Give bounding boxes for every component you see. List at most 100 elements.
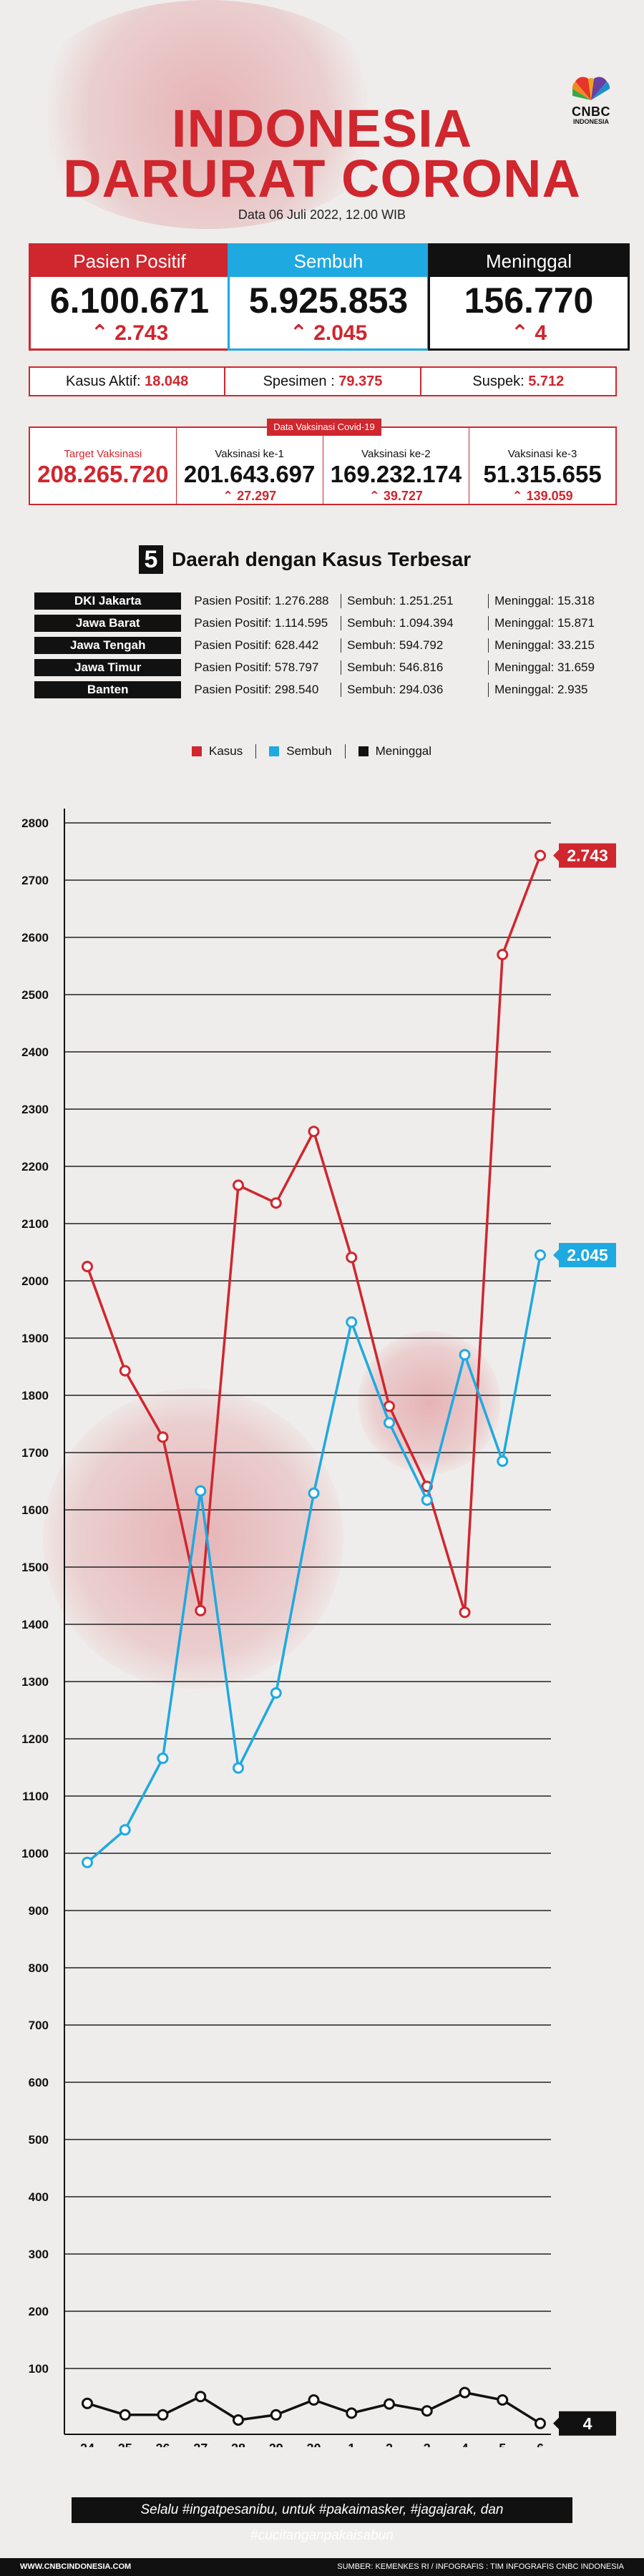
title-line-2: DARURAT CORONA bbox=[63, 149, 581, 208]
end-label-box bbox=[559, 2411, 616, 2436]
vaksinasi-value: 208.265.720 bbox=[37, 461, 169, 487]
legend-label: Sembuh bbox=[286, 744, 332, 758]
data-point-meninggal bbox=[119, 2409, 131, 2421]
data-point-kasus bbox=[82, 1261, 93, 1272]
data-point-kasus bbox=[233, 1179, 244, 1191]
x-tick-label: 26 bbox=[155, 2441, 170, 2447]
x-tick-label: 24 bbox=[80, 2441, 94, 2447]
end-label-box bbox=[559, 843, 616, 868]
x-tick-label: 29 bbox=[269, 2441, 283, 2447]
end-label-value: 4 bbox=[583, 2414, 592, 2433]
card-value: 6.100.671 bbox=[49, 280, 210, 321]
card-pasien-positif: Pasien Positif 6.100.671 ⌃ 2.743 bbox=[29, 243, 230, 351]
daerah-name: Banten bbox=[34, 681, 182, 698]
legend-swatch-black bbox=[358, 746, 369, 756]
data-point-sembuh bbox=[535, 1249, 546, 1261]
daerah-sembuh: Sembuh: 1.094.394 bbox=[341, 616, 489, 630]
card-meninggal: Meninggal 156.770 ⌃ 4 bbox=[428, 243, 630, 351]
card-label: Meninggal bbox=[430, 245, 628, 277]
legend-item-sembuh: Sembuh bbox=[269, 744, 332, 758]
daerah-positif: Pasien Positif: 298.540 bbox=[188, 683, 342, 697]
data-point-kasus bbox=[497, 949, 509, 960]
vaksinasi-label: Target Vaksinasi bbox=[64, 448, 142, 460]
logo-text: CNBC bbox=[572, 104, 610, 119]
suspek: Suspek: 5.712 bbox=[421, 368, 615, 395]
data-point-sembuh bbox=[233, 1762, 244, 1774]
daerah-name: Jawa Barat bbox=[34, 615, 182, 632]
peacock-logo-icon bbox=[572, 77, 610, 100]
y-tick-label: 1900 bbox=[21, 1332, 49, 1345]
card-delta: ⌃ 2.743 bbox=[90, 321, 169, 345]
card-value: 5.925.853 bbox=[248, 280, 409, 321]
kasus-aktif: Kasus Aktif: 18.048 bbox=[30, 368, 226, 395]
data-point-sembuh bbox=[157, 1752, 169, 1765]
x-tick-label: 4 bbox=[461, 2441, 468, 2447]
data-point-sembuh bbox=[384, 1417, 395, 1429]
y-tick-label: 2200 bbox=[21, 1160, 49, 1174]
data-point-meninggal bbox=[233, 2414, 244, 2426]
data-point-sembuh bbox=[497, 1455, 509, 1467]
daerah-sembuh: Sembuh: 294.036 bbox=[341, 683, 489, 697]
x-tick-label: 1 bbox=[348, 2441, 355, 2447]
y-tick-label: 1300 bbox=[21, 1675, 49, 1689]
page-title: INDONESIA DARURAT CORONA bbox=[0, 102, 644, 208]
card-label: Pasien Positif bbox=[31, 245, 228, 277]
data-point-kasus bbox=[535, 849, 546, 862]
data-point-meninggal bbox=[82, 2397, 93, 2409]
daerah-sembuh: Sembuh: 1.251.251 bbox=[341, 594, 489, 608]
spesimen-value: 79.375 bbox=[338, 374, 383, 389]
daerah-meninggal: Meninggal: 2.935 bbox=[494, 683, 588, 696]
logo-subtext: INDONESIA bbox=[572, 118, 609, 125]
legend-label: Meninggal bbox=[375, 744, 432, 758]
vaksinasi-value: 201.643.697 bbox=[183, 461, 316, 487]
daerah-row: DKI Jakarta Pasien Positif: 1.276.288 Semb… bbox=[34, 591, 614, 611]
footer-bar: WWW.CNBCINDONESIA.COM SUMBER: KEMENKES R… bbox=[0, 2558, 644, 2576]
daerah-table: DKI Jakarta Pasien Positif: 1.276.288 Semb… bbox=[34, 591, 614, 702]
daerah-row: Jawa Tengah Pasien Positif: 628.442 Sembuh… bbox=[34, 635, 614, 655]
data-point-sembuh bbox=[421, 1494, 433, 1506]
suspek-value: 5.712 bbox=[528, 374, 565, 389]
daerah-name: Jawa Tengah bbox=[34, 637, 182, 654]
kasus-aktif-value: 18.048 bbox=[145, 374, 189, 389]
y-tick-label: 600 bbox=[29, 2076, 49, 2089]
y-tick-label: 2400 bbox=[21, 1045, 49, 1059]
daerah-heading: 5 Daerah dengan Kasus Terbesar bbox=[139, 545, 471, 574]
vaksinasi-label: Vaksinasi ke-2 bbox=[361, 448, 431, 460]
end-label-box bbox=[559, 1243, 616, 1267]
card-delta: ⌃ 2.045 bbox=[289, 321, 368, 345]
vaksinasi-delta: ⌃ 27.297 bbox=[223, 489, 277, 503]
data-point-sembuh bbox=[346, 1316, 358, 1328]
end-label-pointer bbox=[553, 2417, 559, 2429]
data-point-sembuh bbox=[119, 1824, 131, 1836]
data-point-meninggal bbox=[497, 2394, 509, 2406]
data-point-kasus bbox=[459, 1606, 471, 1619]
data-date: Data 06 Juli 2022, 12.00 WIB bbox=[238, 208, 406, 222]
line-chart: 100 200 300 400 500 600 700 800 900 1000 1100 1200 1… bbox=[21, 809, 616, 2447]
cnbc-logo: CNBC INDONESIA bbox=[562, 74, 620, 132]
daerah-name: DKI Jakarta bbox=[34, 592, 182, 610]
y-tick-label: 400 bbox=[29, 2190, 49, 2204]
vaksinasi-target: Target Vaksinasi 208.265.720 bbox=[30, 428, 177, 504]
data-point-meninggal bbox=[346, 2407, 358, 2419]
daerah-positif: Pasien Positif: 628.442 bbox=[188, 638, 342, 653]
data-point-meninggal bbox=[270, 2409, 282, 2421]
hashtag-banner: Selalu #ingatpesanibu, untuk #pakaimaske… bbox=[72, 2497, 572, 2543]
y-tick-label: 2000 bbox=[21, 1274, 49, 1288]
chart-legend: Kasus Sembuh Meninggal bbox=[192, 744, 444, 758]
data-point-kasus bbox=[119, 1365, 131, 1377]
x-tick-label: 28 bbox=[231, 2441, 245, 2447]
data-point-sembuh bbox=[308, 1487, 320, 1499]
data-point-kasus bbox=[384, 1400, 395, 1413]
y-tick-label: 2700 bbox=[21, 874, 49, 887]
legend-separator bbox=[344, 744, 346, 758]
daerah-meninggal: Meninggal: 15.871 bbox=[494, 616, 595, 630]
daerah-meninggal: Meninggal: 15.318 bbox=[494, 594, 595, 608]
daerah-row: Banten Pasien Positif: 298.540 Sembuh: 294… bbox=[34, 680, 614, 700]
y-tick-label: 2100 bbox=[21, 1217, 49, 1231]
series-line-sembuh bbox=[86, 1254, 542, 1864]
data-point-meninggal bbox=[421, 2405, 433, 2417]
data-point-sembuh bbox=[459, 1349, 471, 1361]
data-point-meninggal bbox=[384, 2398, 395, 2410]
legend-separator bbox=[255, 744, 257, 758]
data-point-sembuh bbox=[82, 1856, 93, 1868]
